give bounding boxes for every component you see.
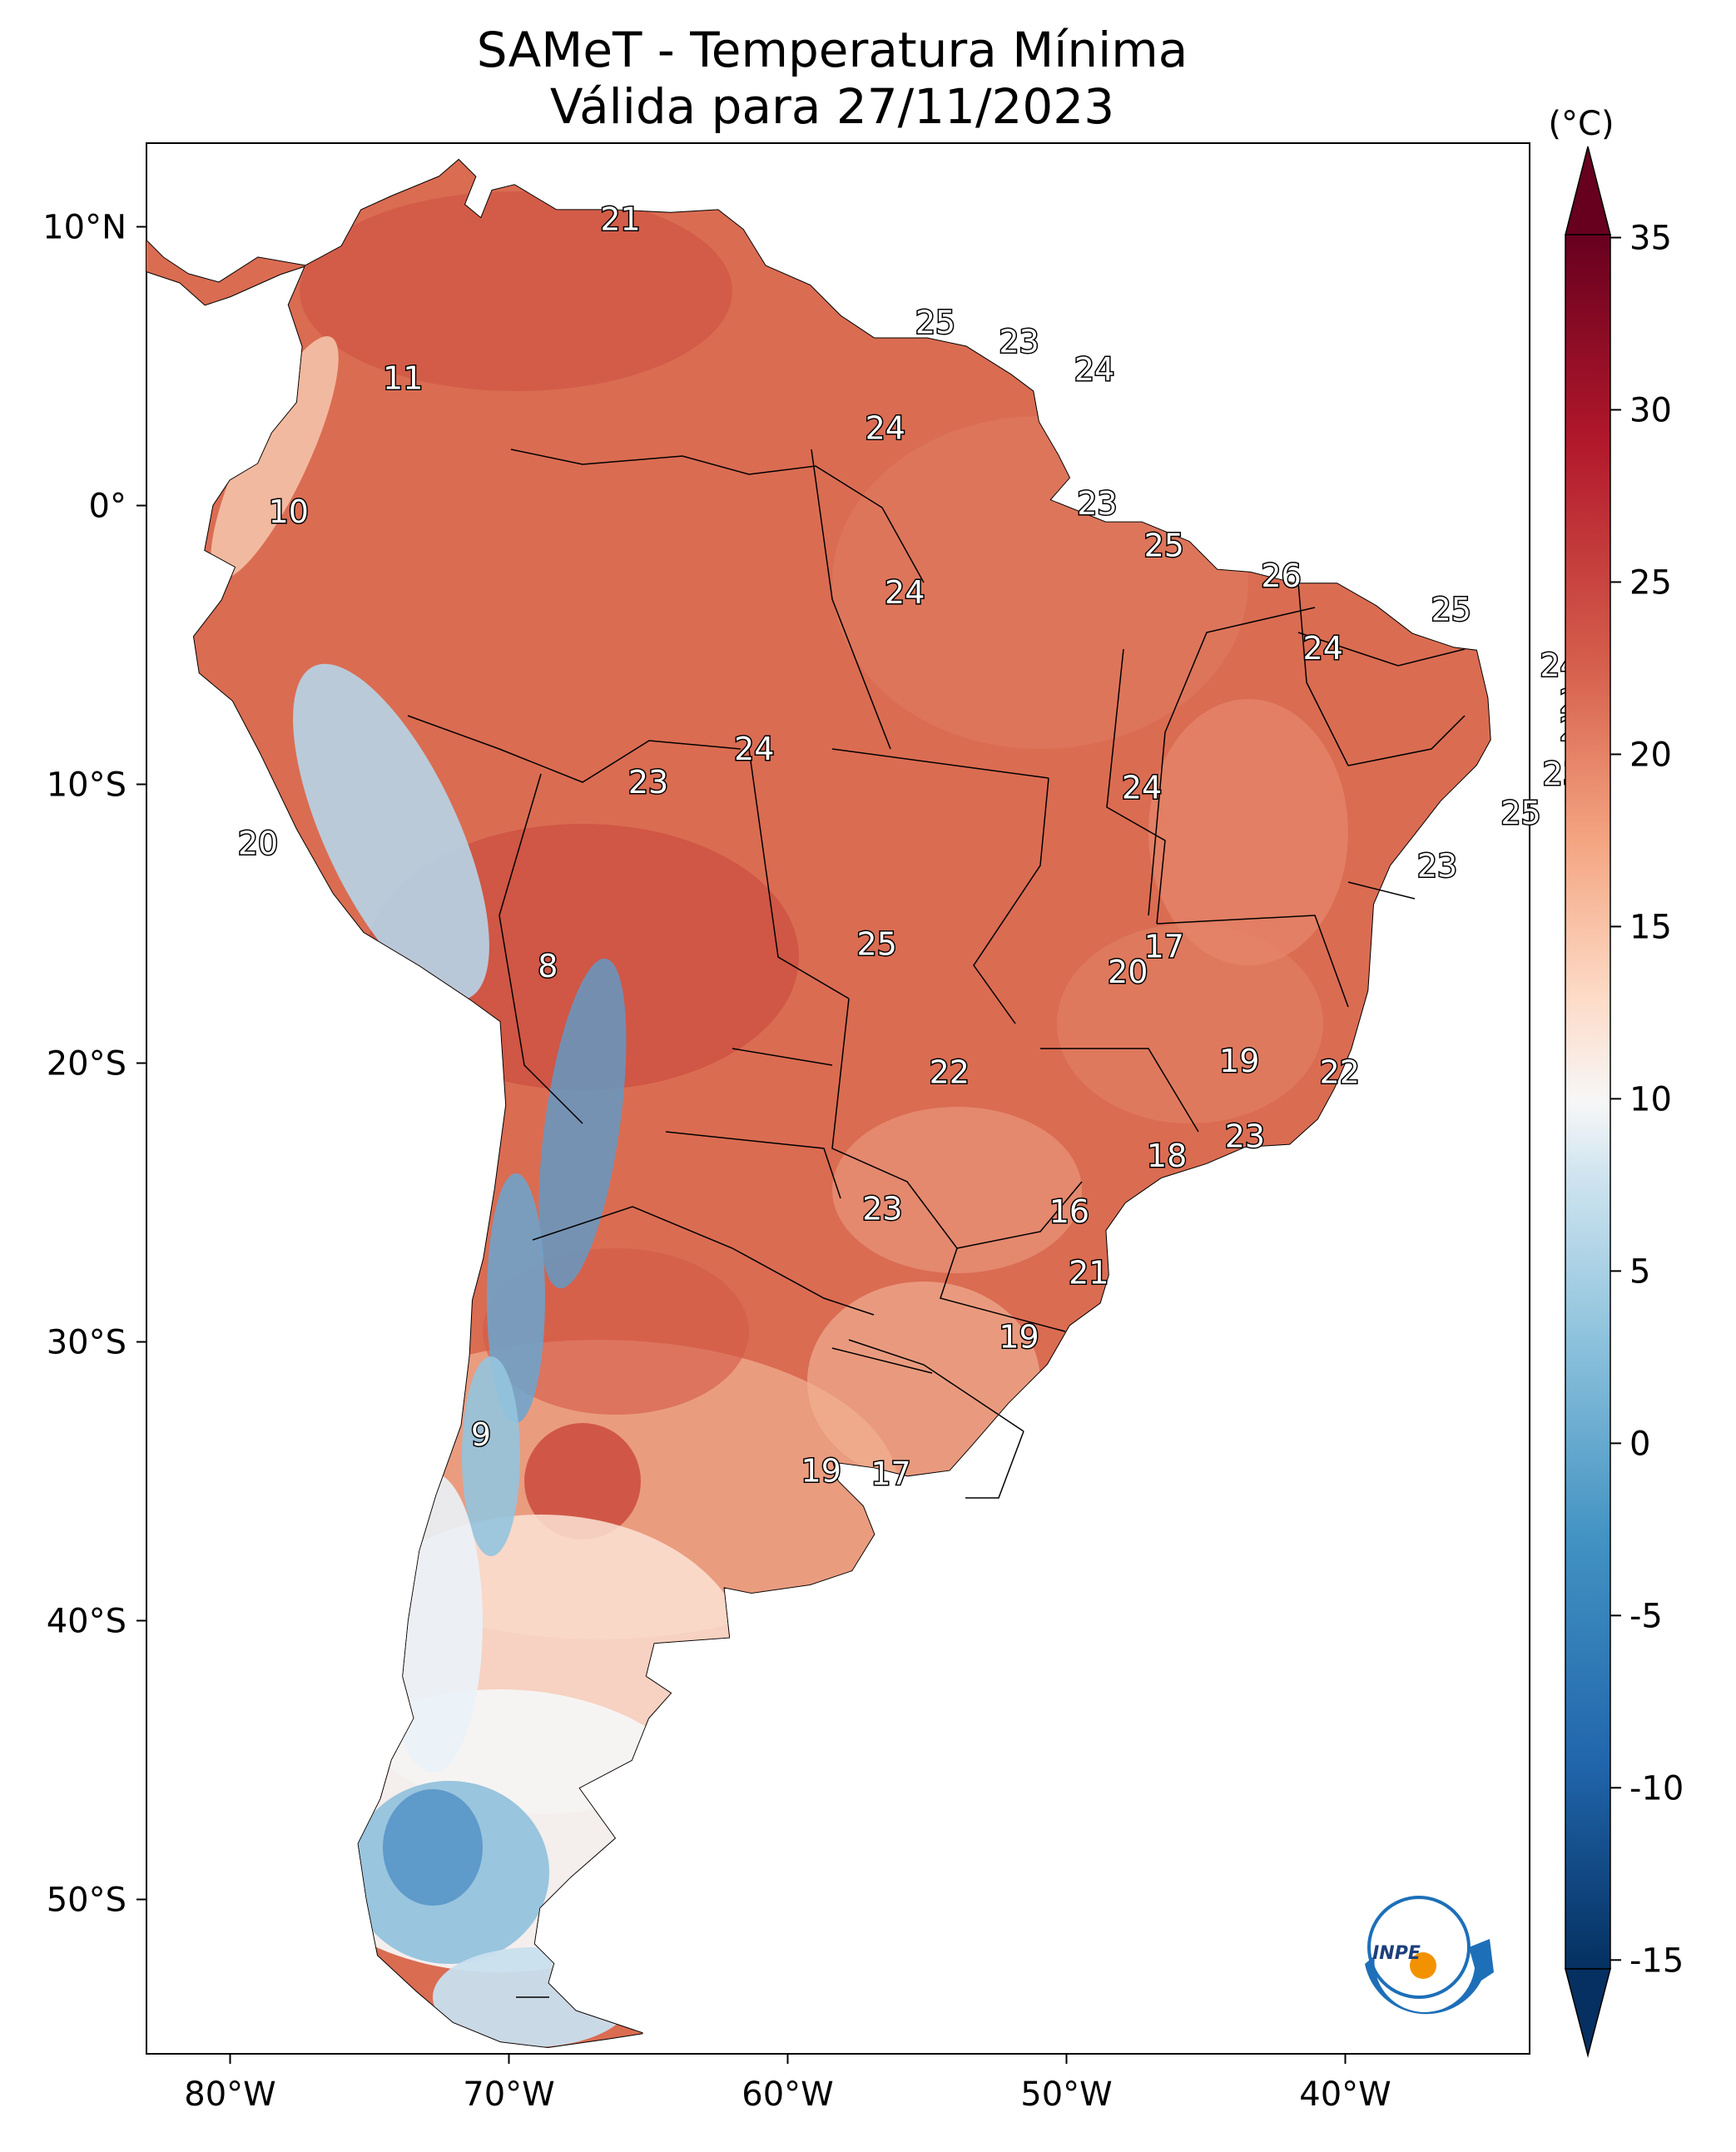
temperature-value-label: 19	[1219, 1043, 1259, 1079]
lat-label: 10°S	[47, 766, 126, 805]
temperature-value-label: 19	[801, 1453, 841, 1490]
lat-label: 40°S	[47, 1603, 126, 1641]
temperature-value-label: 22	[930, 1054, 970, 1090]
lat-label: 10°N	[42, 209, 126, 247]
lon-label: 50°W	[1020, 2075, 1112, 2114]
temperature-value-label: 19	[999, 1319, 1039, 1356]
lon-label: 80°W	[184, 2075, 275, 2114]
temperature-value-label: 23	[999, 324, 1039, 360]
colorbar-tick-label: -5	[1629, 1597, 1663, 1635]
temperature-value-label: 24	[866, 410, 905, 447]
colorbar-tick-label: 5	[1629, 1252, 1650, 1291]
temperature-value-label: 20	[1108, 954, 1148, 990]
temperature-value-label: 9	[471, 1416, 491, 1453]
colorbar-tick-label: -15	[1629, 1941, 1684, 1980]
temperature-value-label: 25	[915, 304, 955, 340]
colorbar: (°C) 35 30 25 20 15 10 5 0 -5 -10 -15	[1548, 105, 1684, 2058]
lon-label: 70°W	[463, 2075, 554, 2114]
lat-label: 50°S	[47, 1882, 126, 1920]
logo-text: INPE	[1372, 1943, 1421, 1964]
colorbar-tick-label: 0	[1629, 1425, 1650, 1463]
colorbar-tick-label: 35	[1629, 219, 1672, 257]
temperature-value-label: 23	[862, 1191, 902, 1227]
colorbar-min-arrow	[1565, 1968, 1611, 2058]
temperature-value-label: 23	[1417, 848, 1457, 885]
temperature-value-label: 17	[1144, 929, 1184, 965]
temperature-value-label: 21	[600, 201, 640, 237]
map-axes: 10°N 0° 10°S 20°S 30°S 40°S 50°S 80°W 70°W 60°W 50…	[42, 209, 1391, 2115]
colorbar-tick-label: 30	[1629, 391, 1672, 429]
temperature-value-label: 24	[885, 574, 925, 611]
temperature-value-label: 24	[1074, 351, 1114, 388]
map-title: SAMeT - Temperatura Mínima	[476, 22, 1188, 78]
temperature-value-label: 24	[1122, 770, 1162, 806]
temperature-value-label: 24	[1303, 630, 1343, 667]
temperature-value-label: 16	[1049, 1193, 1089, 1230]
lon-label: 60°W	[742, 2075, 833, 2114]
colorbar-tick-label: 15	[1629, 908, 1672, 946]
temperature-value-label: 22	[1320, 1054, 1360, 1090]
lat-label: 0°	[89, 488, 126, 526]
temperature-value-label: 21	[1069, 1255, 1109, 1292]
lat-label: 20°S	[47, 1045, 126, 1083]
temperature-value-label: 23	[628, 764, 668, 801]
colorbar-bar	[1565, 234, 1611, 1970]
temperature-value-label: 25	[1144, 527, 1184, 563]
temperature-value-label: 25	[1431, 591, 1471, 627]
temperature-value-label: 25	[1500, 795, 1540, 831]
temperature-value-label: 23	[1225, 1118, 1265, 1155]
logo-sun	[1410, 1952, 1436, 1979]
inpe-logo: INPE	[1365, 1896, 1494, 2015]
temperature-value-label: 24	[734, 731, 774, 767]
temperature-value-label: 20	[238, 826, 278, 862]
temperature-value-label: 17	[870, 1455, 910, 1492]
colorbar-tick-label: 20	[1629, 736, 1672, 774]
lon-label: 40°W	[1299, 2075, 1391, 2114]
temperature-value-label: 25	[857, 925, 897, 962]
temperature-value-label: 23	[1077, 485, 1117, 522]
temperature-value-label: 26	[1261, 558, 1301, 594]
temperature-value-label: 8	[538, 948, 558, 984]
country-state-borders	[407, 449, 1466, 1998]
temperature-value-label: 18	[1147, 1138, 1187, 1174]
colorbar-tick-label: -10	[1629, 1769, 1684, 1807]
map-subtitle: Válida para 27/11/2023	[549, 78, 1115, 135]
colorbar-max-arrow	[1565, 146, 1611, 236]
temperature-value-label: 11	[383, 359, 423, 396]
lat-label: 30°S	[47, 1324, 126, 1362]
colorbar-tick-label: 25	[1629, 563, 1672, 602]
temperature-value-labels: 2125232411241023252624252424242424232324…	[236, 200, 1600, 1494]
temperature-value-label: 10	[269, 493, 309, 530]
logo-swoosh	[1365, 1939, 1494, 2015]
colorbar-tick-label: 10	[1629, 1080, 1672, 1118]
colorbar-unit: (°C)	[1548, 105, 1614, 143]
